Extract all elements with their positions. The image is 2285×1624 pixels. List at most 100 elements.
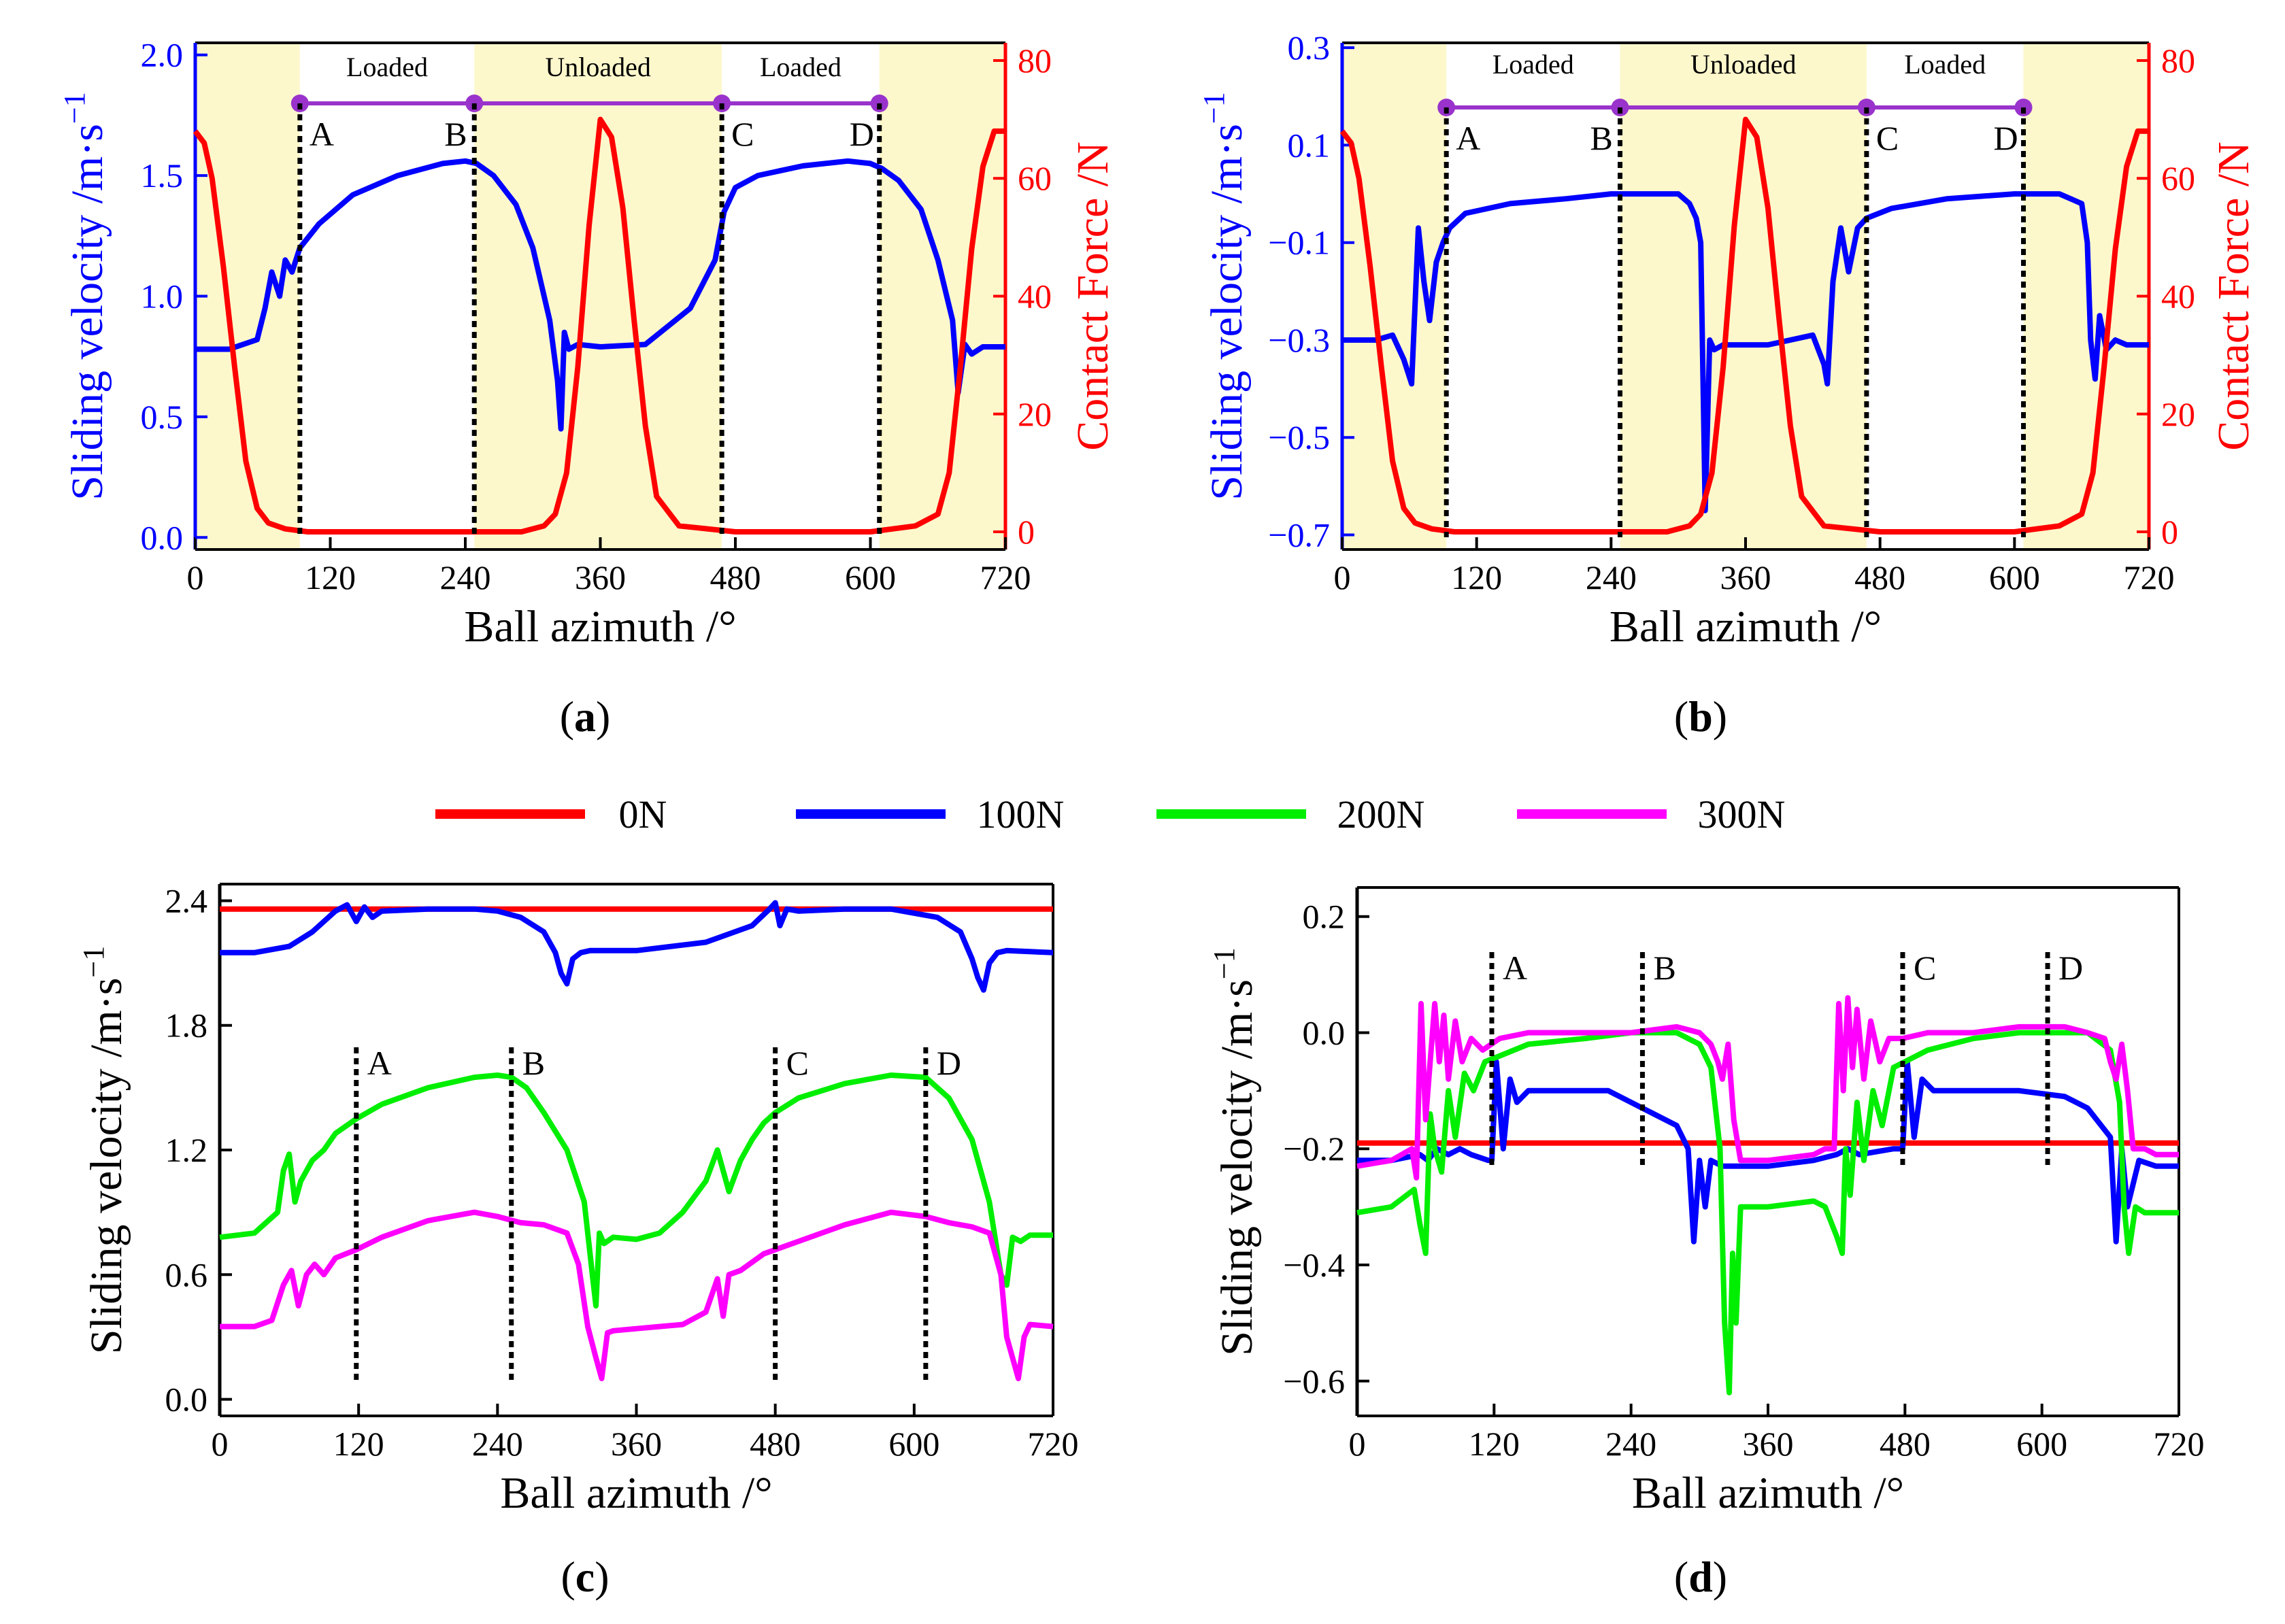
y-tick-label: −0.6 (1283, 1362, 1345, 1400)
x-tick-label: 360 (1743, 1425, 1794, 1463)
x-tick-label: 360 (575, 558, 626, 596)
y2-tick-label: 20 (2161, 395, 2195, 433)
caption-letter: a (574, 692, 596, 741)
series-line-100n (1357, 1059, 2179, 1245)
x-tick-label: 120 (1469, 1425, 1520, 1463)
region-label-2: Loaded (1904, 49, 1986, 80)
caption-close-paren: ) (1713, 1553, 1727, 1601)
y-axis-label-superscript: −1 (1207, 947, 1241, 979)
series-line-sliding-velocity (1342, 191, 2149, 513)
x-axis-label: Ball azimuth /° (500, 1468, 772, 1518)
y-axis-label: Sliding velocity /m·s−1 (77, 946, 131, 1354)
x-tick-label: 0 (212, 1425, 229, 1463)
marker-label-a: A (1503, 949, 1527, 987)
caption-close-paren: ) (595, 1553, 609, 1601)
caption-letter: d (1688, 1553, 1713, 1601)
x-tick-label: 0 (1349, 1425, 1366, 1463)
panel-c: 0 120 240 360 480 600 720 0.0 0.6 1.2 1.8 2.4 Ball a… (77, 881, 1079, 1601)
region-label-0: Loaded (1492, 49, 1574, 80)
y-tick-label: 2.4 (165, 881, 208, 919)
panel-caption: (c) (561, 1553, 609, 1601)
panel-a: 0 120 240 360 480 600 720 0.0 0.5 1.0 1.5 2.0 0 20 40 6… (58, 36, 1118, 741)
marker-label-b: B (1590, 119, 1613, 157)
x-tick-label: 600 (2016, 1425, 2067, 1463)
region-label-0: Loaded (346, 52, 428, 82)
x-tick-label: 240 (1586, 558, 1637, 596)
panel-caption: (b) (1674, 692, 1727, 741)
x-tick-label: 480 (1880, 1425, 1931, 1463)
y-axis-label-superscript: −1 (77, 946, 110, 978)
y-axis-label-text: Sliding velocity /m·s (63, 124, 112, 501)
region-label-1: Unloaded (545, 52, 651, 82)
x-tick-label: 120 (333, 1425, 384, 1463)
marker-label-d: D (937, 1044, 961, 1082)
x-tick-label: 720 (1028, 1425, 1079, 1463)
panel-caption: (d) (1674, 1553, 1727, 1601)
legend-label-0n: 0N (619, 792, 667, 836)
y-tick-label: 0.5 (141, 398, 184, 436)
y-tick-label: −0.4 (1283, 1246, 1345, 1284)
y-axis-label: Sliding velocity /m·s−1 (1197, 92, 1252, 500)
y-tick-label: 0.0 (165, 1381, 208, 1419)
series-line-contact-force (193, 116, 1005, 535)
series-line-100n (220, 900, 1054, 993)
y2-tick-label: 40 (2161, 277, 2195, 316)
x-axis-label: Ball azimuth /° (1632, 1468, 1904, 1518)
y-tick-label: 0.6 (165, 1255, 208, 1293)
legend-label-100n: 100N (977, 792, 1065, 836)
marker-label-a: A (310, 115, 334, 153)
x-tick-label: 600 (845, 558, 896, 596)
marker-label-d: D (1994, 119, 2018, 157)
shade-region-2 (2023, 43, 2149, 549)
y2-axis-label: Contact Force /N (2209, 141, 2258, 451)
caption-open-paren: ( (1674, 692, 1688, 741)
x-tick-label: 600 (1989, 558, 2040, 596)
x-tick-label: 480 (1854, 558, 1905, 596)
caption-letter: c (576, 1553, 595, 1601)
caption-open-paren: ( (561, 1553, 575, 1601)
y-tick-label: 1.5 (141, 156, 184, 194)
x-tick-label: 120 (1451, 558, 1502, 596)
x-tick-label: 720 (2124, 558, 2175, 596)
legend-label-200n: 200N (1337, 792, 1425, 836)
y2-tick-label: 80 (1018, 41, 1052, 80)
y2-tick-label: 0 (2161, 513, 2178, 551)
x-tick-label: 480 (710, 558, 761, 596)
y-tick-label: −0.7 (1268, 516, 1330, 554)
x-tick-label: 360 (1720, 558, 1771, 596)
x-tick-label: 120 (305, 558, 356, 596)
caption-close-paren: ) (1713, 692, 1727, 741)
y-axis-label-superscript: −1 (1197, 92, 1231, 124)
marker-label-c: C (1876, 119, 1899, 157)
marker-label-c: C (1914, 949, 1936, 987)
panel-b: 0 120 240 360 480 600 720−0.7−0.5−0.3−0.10.10.… (1197, 29, 2258, 741)
series-line-sliding-velocity (195, 158, 1005, 432)
y-axis-label-superscript: −1 (58, 92, 91, 124)
marker-label-c: C (786, 1044, 809, 1082)
y2-tick-label: 60 (1018, 159, 1052, 197)
panel-caption: (a) (560, 692, 611, 741)
x-tick-label: 240 (472, 1425, 523, 1463)
y2-tick-label: 40 (1018, 277, 1052, 316)
series-line-300n (1356, 995, 2179, 1181)
x-axis-label: Ball azimuth /° (464, 602, 736, 652)
y-tick-label: −0.2 (1283, 1130, 1345, 1168)
panel-d: 0 120 240 360 480 600 720 −0.6 −0.4 −0.2 0.0 0.2 Bal… (1207, 886, 2205, 1601)
x-tick-label: 720 (980, 558, 1031, 596)
y-tick-label: 1.0 (141, 277, 184, 316)
marker-label-b: B (1653, 949, 1675, 987)
x-tick-label: 240 (1605, 1425, 1656, 1463)
y-tick-label: 2.0 (141, 36, 184, 74)
x-tick-label: 240 (440, 558, 491, 596)
caption-close-paren: ) (596, 692, 610, 741)
y-tick-label: 0.0 (1303, 1013, 1346, 1051)
marker-label-a: A (367, 1044, 392, 1082)
x-tick-label: 600 (888, 1425, 939, 1463)
caption-open-paren: ( (560, 692, 574, 741)
series-line-200n (1356, 1030, 2179, 1395)
x-tick-label: 720 (2154, 1425, 2205, 1463)
caption-open-paren: ( (1674, 1553, 1688, 1601)
marker-label-d: D (2058, 949, 2083, 987)
y-axis-label-text: Sliding velocity /m·s (1202, 124, 1252, 501)
region-label-1: Unloaded (1690, 49, 1797, 80)
